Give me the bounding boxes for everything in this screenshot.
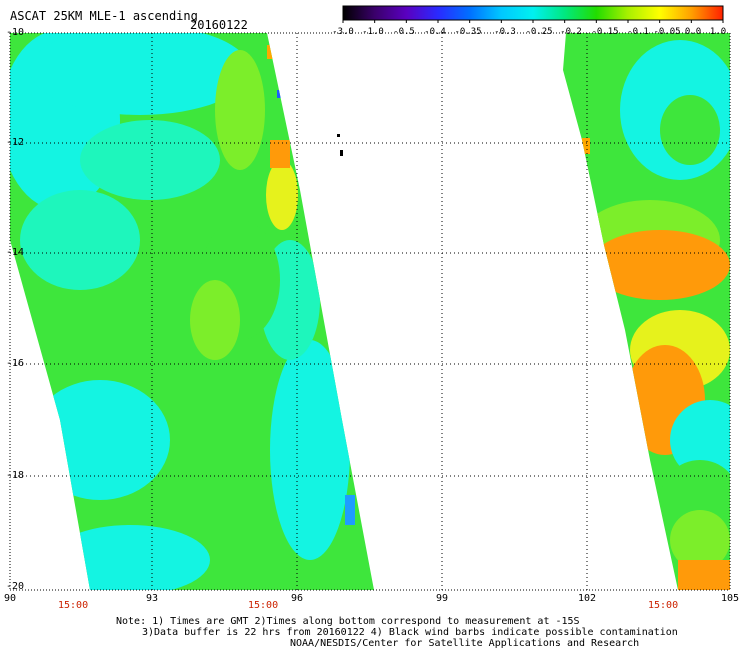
map-frame <box>9 32 731 591</box>
note-line-2: 3)Data buffer is 22 hrs from 20160122 4)… <box>142 627 678 638</box>
lat-label: -16 <box>6 358 25 369</box>
colorbar-label: -0.25 <box>525 27 553 37</box>
colorbar-label: -0.35 <box>454 27 482 37</box>
colorbar-label: -0.2 <box>560 27 582 37</box>
map-title: ASCAT 25KM MLE-1 ascending <box>10 9 198 23</box>
lat-label: -10 <box>6 27 25 38</box>
time-label: 15:00 <box>248 600 279 611</box>
lat-label: -14 <box>6 247 25 258</box>
colorbar-label: -0.05 <box>653 27 681 37</box>
colorbar-label: -0.3 <box>494 27 516 37</box>
note-line-1: Note: 1) Times are GMT 2)Times along bot… <box>116 616 580 627</box>
graticule <box>10 33 730 590</box>
east-swath <box>563 33 730 590</box>
colorbar <box>342 5 724 23</box>
lon-label: 96 <box>291 593 304 604</box>
lon-label: 105 <box>721 593 740 604</box>
colorbar-label: -0.1 <box>627 27 649 37</box>
colorbar-label: 0.0 <box>684 27 702 37</box>
lon-label: 93 <box>146 593 159 604</box>
lat-label: -20 <box>6 581 25 592</box>
time-label: 15:00 <box>648 600 679 611</box>
colorbar-label: -3.0 <box>332 27 354 37</box>
lon-label: 90 <box>4 593 17 604</box>
colorbar-label: -0.15 <box>591 27 619 37</box>
colorbar-label: 1.0 <box>709 27 727 37</box>
lon-label: 102 <box>578 593 597 604</box>
lat-label: -12 <box>6 137 25 148</box>
time-label: 15:00 <box>58 600 89 611</box>
colorbar-label: -0.4 <box>424 27 446 37</box>
lon-label: 99 <box>436 593 449 604</box>
west-swath <box>10 33 374 590</box>
lat-label: -18 <box>6 470 25 481</box>
note-line-3: NOAA/NESDIS/Center for Satellite Applica… <box>290 638 640 649</box>
colorbar-label: -1.0 <box>362 27 384 37</box>
map-date: 20160122 <box>190 18 248 32</box>
colorbar-label: -0.5 <box>393 27 415 37</box>
colorbar-gradient <box>342 5 724 21</box>
